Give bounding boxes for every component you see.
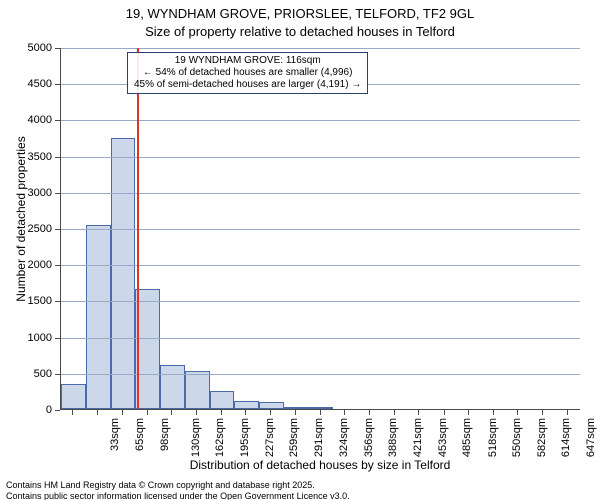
x-tick-label: 614sqm (560, 418, 572, 457)
annotation-line-2: ← 54% of detached houses are smaller (4,… (134, 67, 361, 79)
x-tick-label: 453sqm (437, 418, 449, 457)
histogram-bar (210, 391, 235, 409)
x-tick-label: 550sqm (511, 418, 523, 457)
x-tick-label: 582sqm (536, 418, 548, 457)
x-tick-label: 162sqm (214, 418, 226, 457)
x-tick-label: 324sqm (338, 418, 350, 457)
x-tick-label: 485sqm (462, 418, 474, 457)
x-tick-mark (369, 410, 370, 415)
x-tick-mark (344, 410, 345, 415)
y-tick-mark (55, 374, 60, 375)
y-tick-mark (55, 120, 60, 121)
x-tick-mark (97, 410, 98, 415)
footer-line-1: Contains HM Land Registry data © Crown c… (0, 480, 315, 490)
y-axis-label: Number of detached properties (14, 119, 28, 319)
x-tick-mark (295, 410, 296, 415)
histogram-bar (61, 384, 86, 409)
y-tick-mark (55, 193, 60, 194)
gridline (61, 338, 580, 339)
property-size-chart: 19, WYNDHAM GROVE, PRIORSLEE, TELFORD, T… (0, 0, 600, 500)
x-tick-mark (468, 410, 469, 415)
x-tick-label: 356sqm (363, 418, 375, 457)
histogram-bar (86, 225, 111, 409)
y-tick-label: 2000 (0, 259, 52, 271)
gridline (61, 374, 580, 375)
x-tick-label: 98sqm (159, 418, 171, 451)
annotation-box: 19 WYNDHAM GROVE: 116sqm ← 54% of detach… (127, 52, 368, 94)
x-tick-mark (221, 410, 222, 415)
x-tick-label: 518sqm (487, 418, 499, 457)
y-tick-label: 5000 (0, 42, 52, 54)
y-tick-label: 3000 (0, 187, 52, 199)
x-tick-mark (196, 410, 197, 415)
y-tick-mark (55, 84, 60, 85)
histogram-bar (259, 402, 284, 409)
chart-title-1: 19, WYNDHAM GROVE, PRIORSLEE, TELFORD, T… (0, 6, 600, 21)
reference-line (137, 48, 139, 409)
histogram-bar (185, 371, 210, 409)
gridline (61, 48, 580, 49)
y-tick-label: 1500 (0, 295, 52, 307)
x-tick-mark (147, 410, 148, 415)
gridline (61, 229, 580, 230)
x-tick-mark (444, 410, 445, 415)
footer-line-2: Contains public sector information licen… (0, 491, 350, 500)
x-tick-label: 130sqm (190, 418, 202, 457)
y-tick-mark (55, 48, 60, 49)
x-tick-mark (72, 410, 73, 415)
x-tick-mark (542, 410, 543, 415)
annotation-line-1: 19 WYNDHAM GROVE: 116sqm (134, 55, 361, 67)
x-tick-label: 33sqm (109, 418, 121, 451)
x-tick-mark (320, 410, 321, 415)
y-tick-mark (55, 157, 60, 158)
x-tick-label: 388sqm (387, 418, 399, 457)
y-tick-mark (55, 338, 60, 339)
histogram-bar (309, 407, 334, 409)
gridline (61, 157, 580, 158)
x-tick-mark (270, 410, 271, 415)
x-tick-mark (567, 410, 568, 415)
plot-area: 19 WYNDHAM GROVE: 116sqm ← 54% of detach… (60, 48, 580, 410)
x-tick-mark (418, 410, 419, 415)
y-tick-mark (55, 301, 60, 302)
y-tick-label: 500 (0, 368, 52, 380)
histogram-bar (234, 401, 259, 409)
y-tick-mark (55, 410, 60, 411)
annotation-line-3: 45% of semi-detached houses are larger (… (134, 79, 361, 91)
y-tick-label: 4500 (0, 78, 52, 90)
x-tick-label: 65sqm (134, 418, 146, 451)
y-tick-mark (55, 229, 60, 230)
x-tick-mark (517, 410, 518, 415)
x-tick-mark (122, 410, 123, 415)
x-tick-mark (171, 410, 172, 415)
y-tick-label: 0 (0, 404, 52, 416)
chart-title-2: Size of property relative to detached ho… (0, 24, 600, 39)
x-tick-label: 421sqm (413, 418, 425, 457)
x-tick-label: 259sqm (288, 418, 300, 457)
x-tick-label: 291sqm (313, 418, 325, 457)
x-tick-mark (394, 410, 395, 415)
x-axis-label: Distribution of detached houses by size … (60, 458, 580, 472)
y-tick-label: 3500 (0, 151, 52, 163)
y-tick-label: 4000 (0, 114, 52, 126)
gridline (61, 120, 580, 121)
x-tick-label: 195sqm (239, 418, 251, 457)
histogram-bar (284, 407, 309, 409)
histogram-bar (111, 138, 136, 409)
x-tick-label: 647sqm (586, 418, 598, 457)
y-tick-label: 1000 (0, 332, 52, 344)
x-tick-label: 227sqm (264, 418, 276, 457)
histogram-bar (135, 289, 160, 409)
y-tick-label: 2500 (0, 223, 52, 235)
gridline (61, 265, 580, 266)
x-tick-mark (245, 410, 246, 415)
histogram-bar (160, 365, 185, 409)
x-tick-mark (493, 410, 494, 415)
gridline (61, 193, 580, 194)
y-tick-mark (55, 265, 60, 266)
gridline (61, 301, 580, 302)
